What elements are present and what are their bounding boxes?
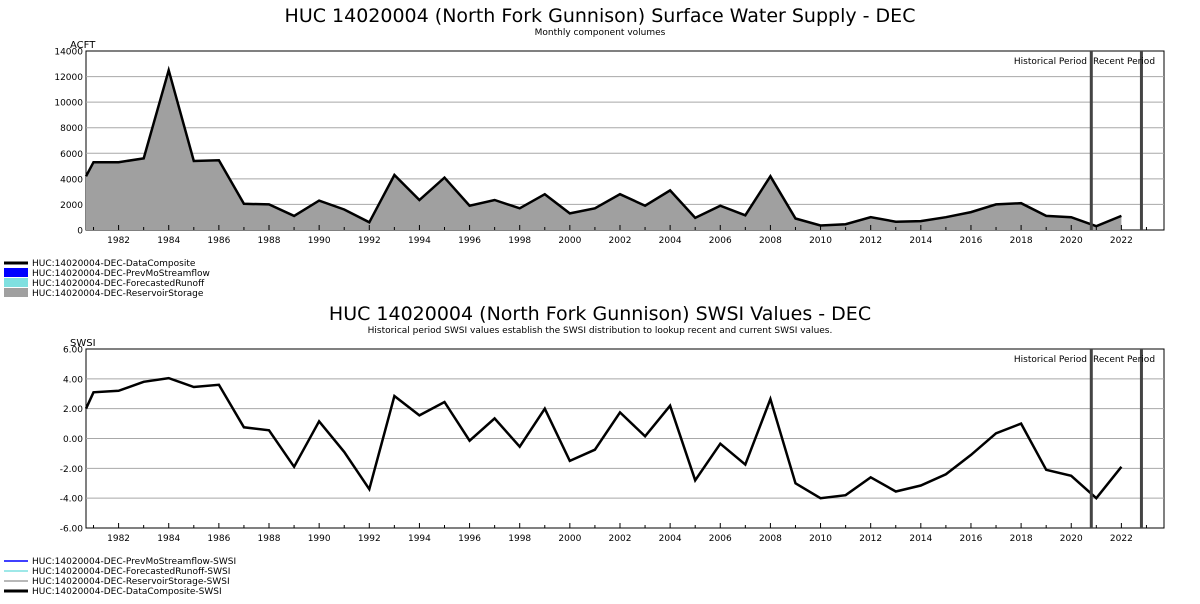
swsi-x-tick-label: 1986 [207, 534, 230, 544]
supply-x-tick-label: 1990 [308, 236, 331, 246]
supply-x-tick-label: 1994 [408, 236, 431, 246]
swsi-chart-ylabel: SWSI [70, 338, 96, 349]
supply-y-ticks: 0 2000 4000 6000 8000 10000 12000 14000 [54, 48, 83, 237]
swsi-chart: HUC 14020004 (North Fork Gunnison) SWSI … [4, 303, 1165, 597]
swsi-x-tick-label: 2010 [809, 534, 832, 544]
swsi-legend-label: HUC:14020004-DEC-ReservoirStorage-SWSI [32, 577, 230, 587]
supply-x-tick-label: 2008 [759, 236, 782, 246]
supply-x-tick-label: 2018 [1010, 236, 1033, 246]
supply-legend-label: HUC:14020004-DEC-ReservoirStorage [32, 289, 204, 299]
supply-legend-label: HUC:14020004-DEC-DataComposite [32, 259, 196, 269]
supply-y-tick-label: 8000 [60, 124, 83, 134]
supply-x-tick-label: 1998 [508, 236, 531, 246]
supply-x-tick-label: 2020 [1060, 236, 1083, 246]
supply-datacomposite-line [84, 65, 1122, 228]
supply-recent-period-label: Recent Period [1093, 57, 1155, 67]
supply-period-markers [1089, 51, 1143, 230]
swsi-period-markers [1089, 349, 1143, 528]
swsi-legend-label: HUC:14020004-DEC-ForecastedRunoff-SWSI [32, 567, 230, 577]
swsi-x-tick-label: 1994 [408, 534, 431, 544]
swsi-line-layer [84, 376, 1123, 501]
swsi-x-tick-label: 1982 [107, 534, 130, 544]
swsi-historical-period-label: Historical Period [1014, 355, 1087, 365]
supply-y-tick-label: 14000 [54, 48, 83, 58]
supply-y-tick-label: 4000 [60, 175, 83, 185]
supply-y-tick-label: 2000 [60, 201, 83, 211]
swsi-x-tick-label: 1998 [508, 534, 531, 544]
supply-legend: HUC:14020004-DEC-DataCompositeHUC:140200… [4, 259, 210, 299]
swsi-recent-period-label: Recent Period [1093, 355, 1155, 365]
swsi-x-tick-label: 2014 [909, 534, 932, 544]
swsi-y-tick-label: 6.00 [63, 346, 83, 356]
swsi-x-tick-label: 1996 [458, 534, 481, 544]
swsi-y-tick-label: -2.00 [60, 465, 84, 475]
swsi-x-tick-label: 2008 [759, 534, 782, 544]
supply-x-tick-label: 2000 [558, 236, 581, 246]
swsi-x-tick-label: 2022 [1110, 534, 1133, 544]
supply-chart-ylabel: ACFT [70, 40, 96, 51]
swsi-x-tick-label: 1990 [308, 534, 331, 544]
supply-y-tick-label: 12000 [54, 73, 83, 83]
swsi-datacomposite-line [84, 376, 1123, 501]
supply-y-tick-label: 6000 [60, 150, 83, 160]
supply-chart-title: HUC 14020004 (North Fork Gunnison) Surfa… [285, 5, 916, 27]
swsi-legend-label: HUC:14020004-DEC-PrevMoStreamflow-SWSI [32, 557, 236, 567]
swsi-x-tick-label: 2000 [558, 534, 581, 544]
swsi-x-tick-label: 2004 [659, 534, 682, 544]
swsi-y-tick-label: 4.00 [63, 375, 83, 385]
swsi-x-tick-label: 2016 [960, 534, 983, 544]
supply-legend-label: HUC:14020004-DEC-ForecastedRunoff [32, 279, 205, 289]
supply-x-tick-label: 1988 [258, 236, 281, 246]
swsi-y-tick-label: -4.00 [60, 495, 84, 505]
swsi-x-tick-label: 2006 [709, 534, 732, 544]
supply-x-tick-label: 1992 [358, 236, 381, 246]
supply-x-tick-label: 2002 [609, 236, 632, 246]
swsi-legend-label: HUC:14020004-DEC-DataComposite-SWSI [32, 587, 222, 597]
supply-x-tick-label: 2006 [709, 236, 732, 246]
swsi-x-ticks: 1982 1984 1986 1988 1990 1992 1994 1996 1998 2000… [93, 523, 1147, 544]
swsi-chart-subtitle: Historical period SWSI values establish … [368, 326, 833, 336]
swsi-x-tick-label: 2018 [1010, 534, 1033, 544]
supply-x-tick-label: 1996 [458, 236, 481, 246]
supply-y-tick-label: 0 [77, 227, 83, 237]
supply-x-tick-label: 2010 [809, 236, 832, 246]
supply-area-layer [86, 70, 1122, 230]
swsi-x-tick-label: 2002 [609, 534, 632, 544]
swsi-y-ticks: -6.00 -4.00 -2.00 0.00 2.00 4.00 6.00 [60, 346, 84, 535]
supply-x-tick-label: 2022 [1110, 236, 1133, 246]
supply-legend-swatch [4, 288, 28, 297]
supply-x-tick-label: 2014 [909, 236, 932, 246]
supply-y-tick-label: 10000 [54, 99, 83, 109]
swsi-x-tick-label: 1988 [258, 534, 281, 544]
supply-chart: HUC 14020004 (North Fork Gunnison) Surfa… [4, 5, 1165, 299]
swsi-legend: HUC:14020004-DEC-PrevMoStreamflow-SWSIHU… [4, 557, 236, 597]
supply-legend-label: HUC:14020004-DEC-PrevMoStreamflow [32, 269, 210, 279]
reservoir-storage-area [86, 70, 1122, 230]
supply-legend-swatch [4, 278, 28, 287]
supply-x-tick-label: 1984 [157, 236, 180, 246]
supply-historical-period-label: Historical Period [1014, 57, 1087, 67]
swsi-chart-title: HUC 14020004 (North Fork Gunnison) SWSI … [329, 303, 871, 325]
swsi-x-tick-label: 1984 [157, 534, 180, 544]
supply-line-layer [84, 65, 1122, 228]
supply-chart-subtitle: Monthly component volumes [535, 28, 666, 38]
swsi-gridlines [86, 378, 1164, 499]
supply-legend-swatch [4, 268, 28, 277]
supply-x-tick-label: 2012 [859, 236, 882, 246]
swsi-y-tick-label: -6.00 [60, 525, 84, 535]
supply-x-tick-label: 2016 [960, 236, 983, 246]
swsi-x-tick-label: 1992 [358, 534, 381, 544]
swsi-x-tick-label: 2012 [859, 534, 882, 544]
supply-x-tick-label: 1986 [207, 236, 230, 246]
supply-x-tick-label: 1982 [107, 236, 130, 246]
swsi-x-tick-label: 2020 [1060, 534, 1083, 544]
swsi-y-tick-label: 0.00 [63, 435, 83, 445]
swsi-y-tick-label: 2.00 [63, 405, 83, 415]
supply-x-ticks: 1982 1984 1986 1988 1990 1992 1994 1996 1998 2000… [93, 225, 1147, 246]
supply-x-tick-label: 2004 [659, 236, 682, 246]
